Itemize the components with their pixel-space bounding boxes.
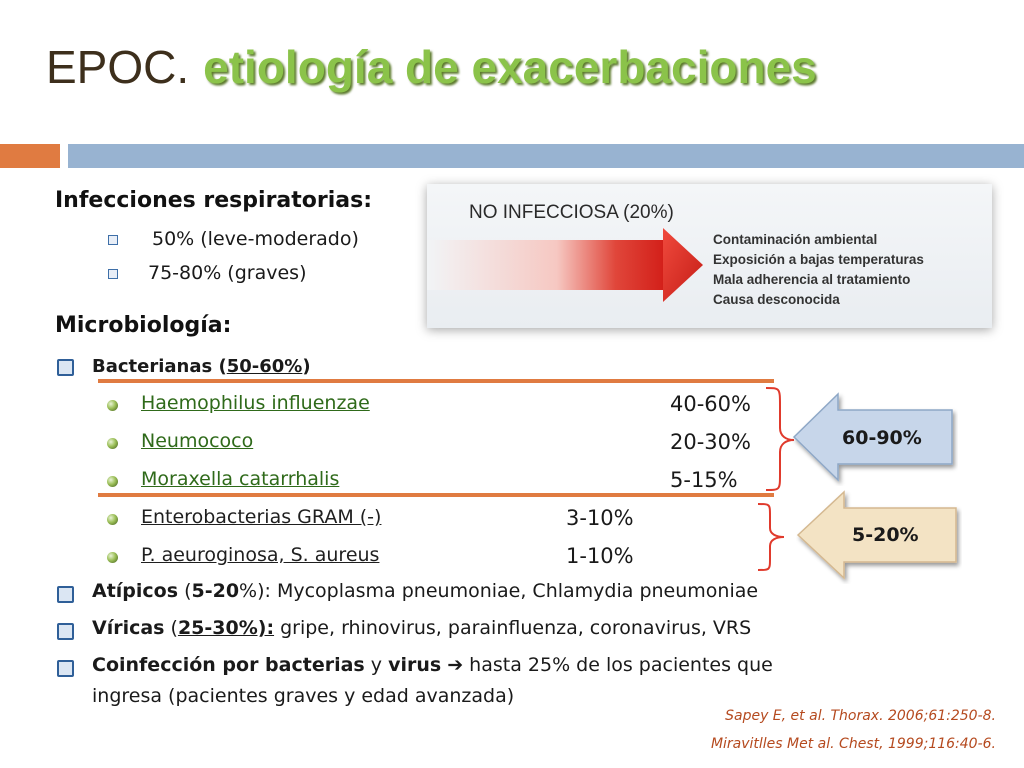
- sphere-bullet-icon: [107, 400, 118, 411]
- sphere-bullet-icon: [107, 514, 118, 525]
- atipicos-line: Atípicos (5-20%): Mycoplasma pneumoniae,…: [92, 580, 758, 602]
- organism-enterobacterias-pct: 3-10%: [566, 506, 634, 530]
- callout-arrow-60-90: [792, 392, 953, 482]
- organism-moraxella: Moraxella catarrhalis: [141, 468, 340, 490]
- separator-line-top: [98, 379, 774, 383]
- sphere-bullet-icon: [107, 552, 118, 563]
- sphere-bullet-icon: [107, 438, 118, 449]
- coinfeccion-line-2: ingresa (pacientes graves y edad avanzad…: [92, 685, 515, 707]
- organism-haemophilus-pct: 40-60%: [670, 392, 751, 416]
- panel-item-4: Causa desconocida: [713, 292, 840, 307]
- citation-2: Miravitlles Met al. Chest, 1999;116:40-6…: [710, 736, 996, 752]
- panel-item-1: Contaminación ambiental: [713, 232, 878, 247]
- no-infecciosa-panel: NO INFECCIOSA (20%) Contaminación ambien…: [427, 184, 992, 328]
- callout-label-60-90: 60-90%: [842, 427, 922, 449]
- atipicos-rest: %): Mycoplasma pneumoniae, Chlamydia pne…: [239, 580, 759, 602]
- infecciones-item-1: 50% (leve-moderado): [152, 228, 359, 250]
- square-bullet-icon: [57, 359, 74, 376]
- coinfeccion-rest: hasta 25% de los pacientes que: [463, 654, 773, 676]
- bracket-5-20: [757, 503, 785, 571]
- coinfeccion-mid: y: [364, 654, 389, 676]
- infecciones-item-2: 75-80% (graves): [148, 262, 307, 284]
- organism-neumococo-pct: 20-30%: [670, 430, 751, 454]
- sphere-bullet-icon: [107, 476, 118, 487]
- title-part-2: etiología de exacerbaciones: [203, 41, 817, 93]
- organism-enterobacterias: Enterobacterias GRAM (-): [141, 506, 382, 528]
- panel-item-3: Mala adherencia al tratamiento: [713, 272, 911, 287]
- slide-title: EPOC. etiología de exacerbaciones: [46, 40, 817, 94]
- bacterianas-pct: 50-60%: [226, 356, 303, 377]
- viricas-pct: 25-30%):: [177, 617, 275, 639]
- viricas-line: Víricas (25-30%): gripe, rhinovirus, par…: [92, 617, 751, 639]
- atipicos-open: (: [178, 580, 192, 602]
- coinfeccion-line-1: Coinfección por bacterias y virus ➔ hast…: [92, 654, 773, 676]
- infecciones-heading: Infecciones respiratorias:: [55, 188, 373, 213]
- panel-item-2: Exposición a bajas temperaturas: [713, 252, 924, 267]
- panel-title: NO INFECCIOSA (20%): [469, 202, 674, 223]
- header-bar-blue: [68, 144, 1024, 168]
- bacterianas-close: ): [302, 356, 311, 377]
- viricas-label: Víricas: [92, 617, 165, 639]
- red-arrow-icon: [427, 228, 703, 302]
- citation-1: Sapey E, et al. Thorax. 2006;61:250-8.: [725, 708, 996, 724]
- callout-label-5-20: 5-20%: [852, 524, 919, 546]
- square-bullet-icon: [57, 623, 74, 640]
- organism-aeuroginosa: P. aeuroginosa, S. aureus: [141, 544, 380, 566]
- organism-neumococo: Neumococo: [141, 430, 254, 452]
- title-part-1: EPOC.: [46, 41, 190, 93]
- viricas-rest: gripe, rhinovirus, parainfluenza, corona…: [274, 617, 752, 639]
- microbiologia-heading: Microbiología:: [55, 313, 232, 338]
- square-bullet-icon: [108, 269, 118, 279]
- atipicos-label: Atípicos: [92, 580, 179, 602]
- bracket-60-90: [765, 387, 795, 491]
- separator-line-bottom: [98, 493, 774, 497]
- coinfeccion-label-2: virus: [388, 654, 442, 676]
- bacterianas-label: Bacterianas (: [92, 356, 227, 377]
- viricas-open: (: [164, 617, 178, 639]
- square-bullet-icon: [57, 586, 74, 603]
- callout-arrow-5-20: [796, 490, 957, 580]
- atipicos-pct: 5-20: [191, 580, 240, 602]
- organism-haemophilus: Haemophilus influenzae: [141, 392, 370, 414]
- square-bullet-icon: [108, 235, 118, 245]
- organism-moraxella-pct: 5-15%: [670, 468, 738, 492]
- coinfeccion-label-1: Coinfección por bacterias: [92, 654, 365, 676]
- header-bar-orange: [0, 144, 60, 168]
- organism-aeuroginosa-pct: 1-10%: [566, 544, 634, 568]
- bacterianas-line: Bacterianas (50-60%): [92, 356, 311, 377]
- right-arrow-icon: ➔: [447, 654, 464, 676]
- square-bullet-icon: [57, 660, 74, 677]
